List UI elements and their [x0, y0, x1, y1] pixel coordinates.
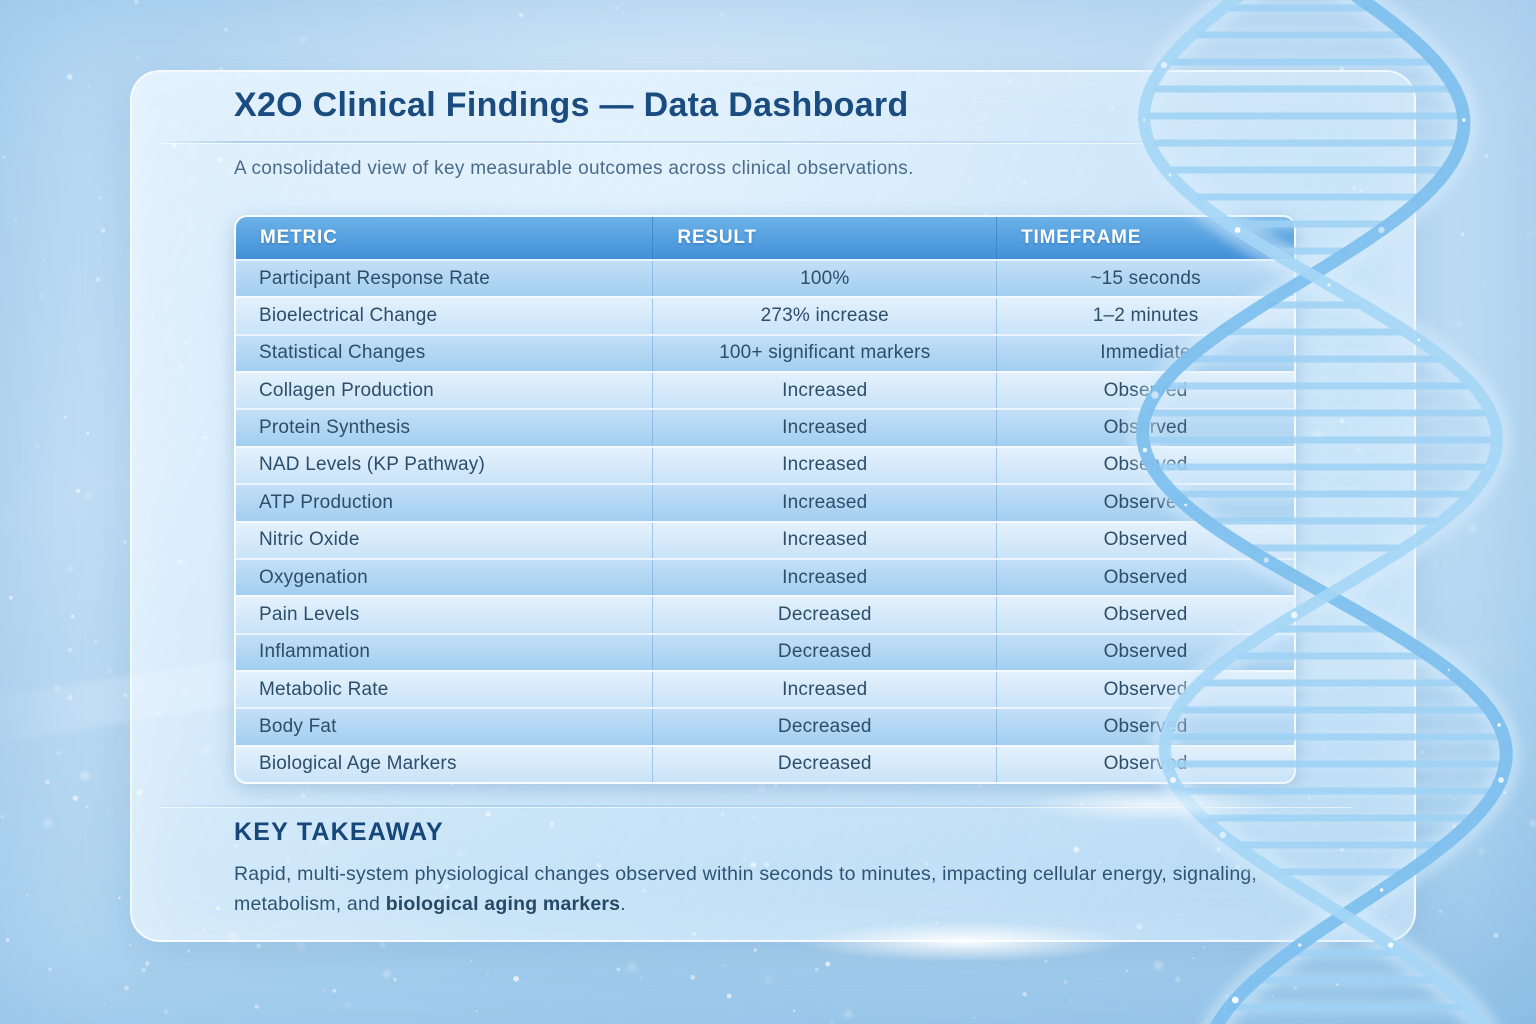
title-divider [160, 141, 1296, 143]
key-takeaway-heading: KEY TAKEAWAY [234, 818, 444, 846]
timeframe-cell: ~15 seconds [996, 261, 1294, 297]
column-header-metric: METRIC [260, 227, 338, 248]
takeaway-text-after: . [620, 893, 626, 915]
metric-cell: ATP Production [259, 491, 394, 513]
table-row: Participant Response Rate 100% ~15 seconds [236, 259, 1294, 297]
metric-cell: Collagen Production [259, 379, 434, 401]
takeaway-text-emphasis: biological aging markers [385, 893, 621, 915]
timeframe-cell: Observed [996, 522, 1294, 558]
timeframe-cell: Observed [996, 373, 1294, 409]
table-row: Body Fat Decreased Observed [236, 707, 1294, 745]
metric-cell: Metabolic Rate [259, 678, 389, 700]
timeframe-cell: Observed [996, 671, 1294, 708]
metric-cell: Body Fat [259, 715, 337, 737]
result-cell: 100% [652, 261, 996, 297]
result-cell: Decreased [652, 709, 996, 745]
metric-cell: Inflammation [259, 641, 371, 663]
timeframe-cell: Observed [996, 597, 1294, 633]
metric-cell: Bioelectrical Change [259, 305, 438, 327]
timeframe-cell: Observed [996, 709, 1294, 745]
result-cell: Increased [652, 522, 996, 558]
timeframe-cell: Observed [996, 485, 1294, 521]
result-cell: Decreased [652, 634, 996, 670]
table-row: Protein Synthesis Increased Observed [236, 408, 1294, 446]
timeframe-cell: Observed [996, 746, 1294, 782]
table-row: Statistical Changes 100+ significant mark… [236, 333, 1294, 372]
result-cell: Increased [652, 485, 996, 521]
metric-cell: Nitric Oxide [259, 529, 360, 551]
result-cell: Increased [652, 559, 996, 596]
result-cell: 100+ significant markers [652, 335, 996, 372]
timeframe-cell: Immediate [996, 335, 1294, 372]
table-header-row: METRIC RESULT TIMEFRAME [236, 217, 1294, 259]
page-subtitle: A consolidated view of key measurable ou… [234, 158, 914, 179]
takeaway-divider [160, 805, 1352, 807]
result-cell: Increased [652, 410, 996, 446]
result-cell: Decreased [652, 746, 996, 782]
timeframe-cell: 1–2 minutes [996, 298, 1294, 334]
metric-cell: NAD Levels (KP Pathway) [259, 454, 486, 476]
table-row: NAD Levels (KP Pathway) Increased Observed [236, 445, 1294, 484]
result-cell: Increased [652, 671, 996, 708]
timeframe-cell: Observed [996, 447, 1294, 484]
metric-cell: Statistical Changes [259, 342, 426, 364]
result-cell: 273% increase [652, 298, 996, 334]
table-row: ATP Production Increased Observed [236, 483, 1294, 521]
result-cell: Decreased [652, 597, 996, 633]
metric-cell: Oxygenation [259, 566, 368, 588]
metric-cell: Pain Levels [259, 603, 360, 625]
table-row: Metabolic Rate Increased Observed [236, 669, 1294, 708]
timeframe-cell: Observed [996, 634, 1294, 670]
metric-cell: Participant Response Rate [259, 267, 491, 289]
table-row: Collagen Production Increased Observed [236, 371, 1294, 409]
result-cell: Increased [652, 373, 996, 409]
table-row: Pain Levels Decreased Observed [236, 595, 1294, 633]
column-header-result: RESULT [652, 217, 996, 259]
table-row: Oxygenation Increased Observed [236, 557, 1294, 596]
metric-cell: Biological Age Markers [259, 753, 457, 775]
findings-table-body: Participant Response Rate 100% ~15 seconds… [236, 259, 1294, 782]
table-row: Bioelectrical Change 273% increase 1–2 min… [236, 296, 1294, 334]
timeframe-cell: Observed [996, 559, 1294, 596]
dashboard-card: X2O Clinical Findings — Data Dashboard A… [130, 70, 1416, 942]
result-cell: Increased [652, 447, 996, 484]
column-header-timeframe: TIMEFRAME [996, 217, 1294, 259]
table-row: Nitric Oxide Increased Observed [236, 520, 1294, 558]
metric-cell: Protein Synthesis [259, 417, 411, 439]
page-title: X2O Clinical Findings — Data Dashboard [234, 86, 909, 124]
table-row: Biological Age Markers Decreased Observed [236, 744, 1294, 782]
timeframe-cell: Observed [996, 410, 1294, 446]
key-takeaway-text: Rapid, multi-system physiological change… [234, 859, 1280, 919]
takeaway-text-before: Rapid, multi-system physiological change… [234, 863, 1258, 915]
findings-table: METRIC RESULT TIMEFRAME Participant Resp… [234, 215, 1296, 784]
table-row: Inflammation Decreased Observed [236, 632, 1294, 670]
